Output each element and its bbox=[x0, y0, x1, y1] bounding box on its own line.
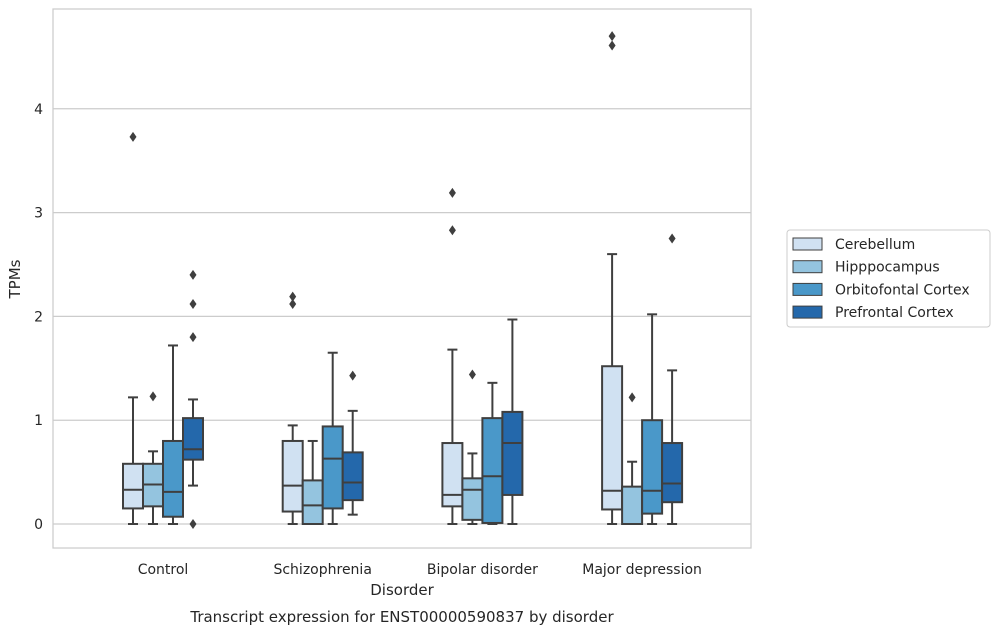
outlier-point bbox=[608, 40, 616, 51]
outlier-point bbox=[189, 269, 197, 280]
outlier-point bbox=[189, 332, 197, 343]
box-3-2 bbox=[501, 318, 524, 525]
outlier-point bbox=[129, 131, 137, 142]
x-tick-label: Control bbox=[138, 562, 189, 578]
x-tick-label: Bipolar disorder bbox=[427, 562, 538, 578]
box-1-2 bbox=[461, 369, 484, 525]
legend-label: Prefrontal Cortex bbox=[835, 305, 954, 321]
plot-frame bbox=[52, 8, 752, 549]
box-iqr bbox=[281, 439, 304, 513]
outlier-point bbox=[189, 519, 197, 529]
outlier-point bbox=[608, 31, 616, 42]
box-iqr bbox=[182, 417, 204, 461]
y-tick-label: 1 bbox=[34, 413, 43, 429]
box-0-0 bbox=[122, 131, 144, 525]
box-iqr bbox=[341, 451, 364, 502]
legend-swatch bbox=[792, 282, 823, 296]
outlier-point bbox=[628, 392, 636, 403]
box-iqr bbox=[162, 439, 184, 518]
x-tick-label: Major depression bbox=[582, 562, 702, 578]
outlier-point bbox=[668, 233, 676, 244]
figure-caption: Transcript expression for ENST0000059083… bbox=[189, 608, 614, 626]
boxplots bbox=[122, 31, 684, 529]
outlier-point bbox=[149, 391, 157, 402]
legend-label: Hipppocampus bbox=[835, 260, 940, 276]
y-tick-label: 3 bbox=[34, 206, 43, 222]
x-tick-label: Schizophrenia bbox=[273, 562, 371, 578]
outlier-point bbox=[289, 291, 297, 302]
box-2-1 bbox=[321, 351, 344, 525]
box-iqr bbox=[122, 462, 144, 510]
x-axis-title: Disorder bbox=[370, 581, 434, 599]
y-tick-labels: 0 1 2 3 4 bbox=[34, 102, 43, 533]
box-0-1 bbox=[281, 291, 304, 525]
box-iqr bbox=[321, 425, 344, 510]
box-1-0 bbox=[142, 391, 164, 525]
legend-label: Cerebellum bbox=[835, 237, 915, 253]
outlier-point bbox=[189, 298, 197, 309]
box-2-2 bbox=[481, 381, 504, 525]
outlier-point bbox=[448, 187, 456, 198]
box-2-0 bbox=[162, 344, 184, 525]
outlier-point bbox=[289, 298, 297, 309]
legend: Cerebellum Hipppocampus Orbitofontal Corte… bbox=[786, 229, 991, 328]
box-iqr bbox=[461, 477, 484, 521]
box-iqr bbox=[441, 442, 464, 508]
box-1-1 bbox=[301, 439, 324, 525]
box-iqr bbox=[301, 479, 324, 525]
y-axis-title: TPMs bbox=[6, 259, 24, 299]
box-1-3 bbox=[621, 392, 644, 525]
box-3-3 bbox=[661, 233, 684, 525]
y-tick-label: 2 bbox=[34, 309, 43, 325]
outlier-point bbox=[468, 369, 476, 380]
x-tick-labels: Control Schizophrenia Bipolar disorder Majo… bbox=[138, 562, 702, 578]
box-2-3 bbox=[641, 313, 664, 525]
legend-swatch bbox=[792, 237, 823, 251]
box-iqr bbox=[501, 410, 524, 496]
box-3-1 bbox=[341, 370, 364, 516]
legend-swatch bbox=[792, 260, 823, 274]
box-iqr bbox=[641, 419, 664, 515]
box-0-3 bbox=[601, 31, 624, 525]
box-3-0 bbox=[182, 269, 204, 529]
legend-label: Orbitofontal Cortex bbox=[835, 282, 970, 298]
box-iqr bbox=[621, 485, 644, 525]
legend-swatch bbox=[792, 305, 823, 319]
box-iqr bbox=[481, 417, 504, 524]
outlier-point bbox=[448, 225, 456, 236]
box-iqr bbox=[601, 365, 624, 511]
legend-frame bbox=[786, 229, 991, 328]
box-0-2 bbox=[441, 187, 464, 525]
y-tick-label: 4 bbox=[34, 102, 43, 118]
outlier-point bbox=[349, 370, 357, 381]
y-tick-label: 0 bbox=[34, 517, 43, 533]
box-iqr bbox=[661, 442, 684, 504]
legend-items: Cerebellum Hipppocampus Orbitofontal Corte… bbox=[792, 237, 970, 321]
